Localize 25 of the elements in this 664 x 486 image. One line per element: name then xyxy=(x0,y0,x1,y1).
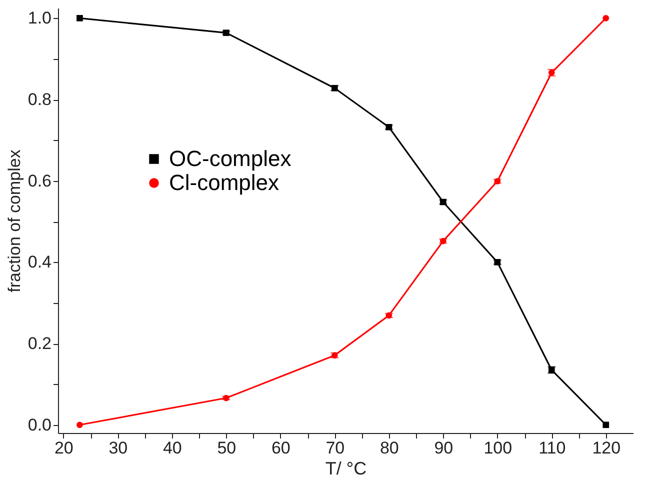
point xyxy=(76,15,83,22)
y-tick-label: 0.0 xyxy=(28,415,52,434)
point xyxy=(76,422,83,428)
x-tick-label: 70 xyxy=(326,438,345,458)
x-tick-label: 50 xyxy=(217,438,236,458)
x-axis-title: T/ °C xyxy=(325,458,367,478)
x-tick-label: 120 xyxy=(592,438,621,458)
x-tick-label: 100 xyxy=(484,438,512,458)
point xyxy=(602,422,610,428)
y-tick-label: 0.8 xyxy=(28,90,52,110)
legend-label: OC-complex xyxy=(169,146,292,171)
x-tick-label: 90 xyxy=(434,438,454,458)
point xyxy=(602,15,610,22)
legend-label: Cl-complex xyxy=(169,170,280,195)
y-tick-label: 0.6 xyxy=(28,171,52,190)
x-tick-label: 80 xyxy=(380,438,399,458)
y-tick-label: 0.2 xyxy=(28,334,52,354)
y-tick-label: 0.4 xyxy=(28,252,52,272)
x-tick-label: 110 xyxy=(538,438,566,458)
y-axis-title: fraction of complex xyxy=(4,149,24,292)
x-tick-label: 40 xyxy=(162,438,182,458)
x-tick-label: 20 xyxy=(54,438,74,458)
y-tick-label: 1.0 xyxy=(28,8,52,28)
x-tick-label: 60 xyxy=(271,438,290,458)
x-tick-label: 30 xyxy=(108,438,128,458)
